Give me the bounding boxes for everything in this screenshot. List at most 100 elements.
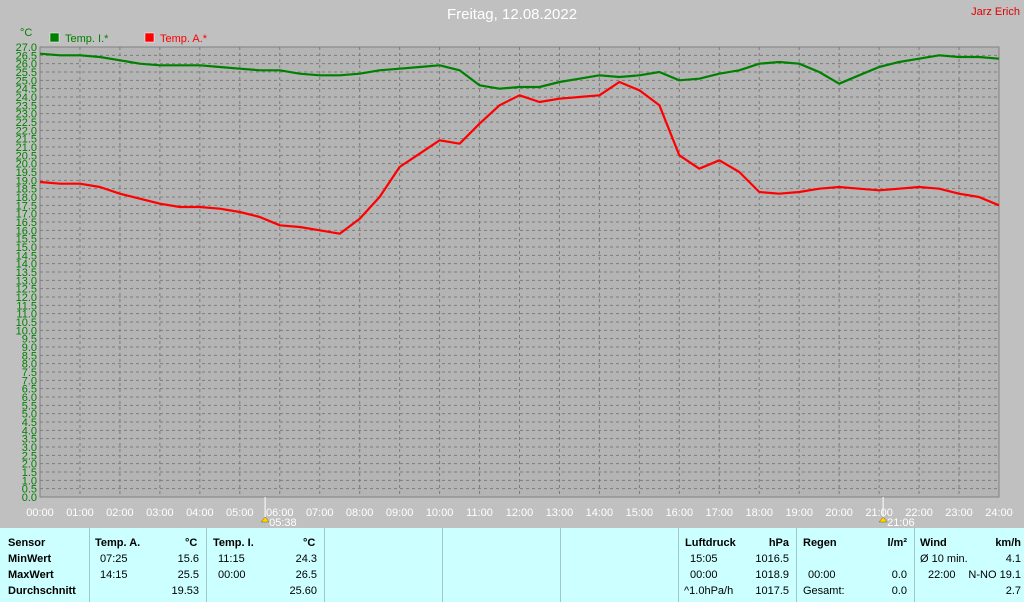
y-tick-label: 6.5 [22, 384, 37, 396]
statistics-panel: Sensor MinWert MaxWert Durchschnitt Temp… [0, 528, 1024, 602]
temp-a-header: Temp. A. [95, 537, 141, 549]
sunset-marker-label: 21:06 [887, 517, 915, 528]
legend-swatch [144, 32, 155, 43]
y-tick-label: 22.5 [16, 117, 37, 129]
x-tick-label: 17:00 [706, 507, 734, 519]
wind-max-value: N-NO 19.1 [968, 569, 1021, 581]
legend-entry: Temp. I.* [65, 33, 109, 45]
x-tick-label: 06:00 [266, 507, 294, 519]
y-tick-label: 17.5 [16, 200, 37, 212]
y-tick-label: 4.5 [22, 417, 37, 429]
temp-i-unit: °C [303, 537, 316, 549]
divider [89, 528, 90, 602]
rain-unit: l/m² [887, 537, 907, 549]
temp-a-avg-value: 19.53 [171, 585, 199, 597]
y-tick-label: 15.5 [16, 234, 37, 246]
x-tick-label: 24:00 [985, 507, 1013, 519]
x-tick-label: 01:00 [66, 507, 94, 519]
y-tick-label: 25.0 [16, 75, 37, 87]
wind-avg-value: 4.1 [1005, 553, 1021, 565]
x-tick-label: 15:00 [626, 507, 654, 519]
rain-total-value: 0.0 [891, 585, 907, 597]
x-tick-label: 23:00 [945, 507, 973, 519]
y-tick-label: 23.5 [16, 100, 37, 112]
wind-unit: km/h [995, 537, 1021, 549]
y-tick-label: 2.5 [22, 450, 37, 462]
temp-i-min-time: 11:15 [218, 553, 245, 565]
temp-i-max-time: 00:00 [218, 569, 246, 581]
y-tick-label: 14.5 [16, 250, 37, 262]
y-tick-label: 14.0 [16, 259, 37, 271]
series-line-temp-i [39, 52, 1000, 90]
x-tick-label: 14:00 [586, 507, 614, 519]
y-tick-label: 21.0 [16, 142, 37, 154]
temp-a-min-time: 07:25 [100, 553, 128, 565]
y-axis-label: °C [20, 27, 32, 39]
chart-title: Freitag, 12.08.2022 [446, 6, 578, 23]
y-tick-label: 18.5 [16, 184, 37, 196]
author-label: Jarz Erich [971, 6, 1020, 18]
x-tick-label: 03:00 [146, 507, 174, 519]
x-tick-label: 02:00 [106, 507, 134, 519]
pressure-unit: hPa [768, 537, 789, 549]
rain-header: Regen [803, 537, 837, 549]
wind-header: Wind [920, 537, 947, 549]
x-tick-label: 04:00 [186, 507, 214, 519]
y-tick-label: 13.0 [16, 275, 37, 287]
y-tick-label: 1.5 [22, 467, 37, 479]
y-tick-label: 26.5 [16, 50, 37, 62]
divider [678, 528, 679, 602]
y-tick-label: 4.0 [22, 425, 37, 437]
legend-swatch [49, 32, 60, 43]
y-tick-label: 11.0 [16, 309, 37, 321]
y-tick-label: 10.5 [16, 317, 37, 329]
x-tick-label: 09:00 [386, 507, 414, 519]
y-tick-label: 3.0 [22, 442, 37, 454]
temp-i-min-value: 24.3 [295, 553, 317, 565]
y-tick-label: 0.0 [22, 492, 37, 504]
divider [442, 528, 443, 602]
x-tick-label: 11:00 [466, 507, 493, 519]
temp-i-avg-value: 25.60 [289, 585, 317, 597]
y-tick-label: 16.5 [16, 217, 37, 229]
sunrise-marker-icon [260, 516, 270, 523]
y-tick-label: 24.0 [16, 92, 37, 104]
wind-avg-label: Ø 10 min. [920, 553, 968, 565]
y-tick-label: 17.0 [16, 209, 37, 221]
x-tick-label: 16:00 [666, 507, 694, 519]
y-tick-label: 11.5 [16, 300, 37, 312]
rain-value: 0.0 [891, 569, 907, 581]
y-tick-label: 21.5 [16, 134, 37, 146]
y-tick-label: 7.5 [22, 367, 37, 379]
y-tick-label: 3.5 [22, 434, 37, 446]
y-tick-label: 23.0 [16, 109, 37, 121]
x-tick-label: 08:00 [346, 507, 374, 519]
x-tick-label: 21:00 [865, 507, 893, 519]
temperature-chart: 0.00.51.01.52.02.53.03.54.04.55.05.56.06… [16, 27, 1013, 528]
x-tick-label: 12:00 [506, 507, 534, 519]
pressure-trend-value: 1017.5 [755, 585, 789, 597]
pressure-max-value: 1018.9 [755, 569, 789, 581]
rain-time: 00:00 [808, 569, 836, 581]
x-tick-label: 20:00 [825, 507, 853, 519]
x-tick-label: 19:00 [785, 507, 813, 519]
min-label: MinWert [8, 553, 52, 565]
sunset-marker-icon [878, 516, 888, 523]
pressure-header: Luftdruck [685, 537, 736, 549]
wind-day-avg-value: 2.7 [1005, 585, 1021, 597]
max-label: MaxWert [8, 569, 54, 581]
y-tick-label: 5.0 [22, 409, 37, 421]
y-tick-label: 9.0 [22, 342, 37, 354]
divider [324, 528, 325, 602]
temp-i-header: Temp. I. [213, 537, 254, 549]
y-tick-label: 5.5 [22, 400, 37, 412]
y-tick-label: 15.0 [16, 242, 37, 254]
y-tick-label: 10.0 [16, 325, 37, 337]
y-tick-label: 19.0 [16, 175, 37, 187]
divider [206, 528, 207, 602]
divider [914, 528, 915, 602]
legend-entry: Temp. A.* [160, 33, 208, 45]
y-tick-label: 2.0 [22, 459, 37, 471]
sunrise-marker-label: 05:38 [269, 517, 297, 528]
x-tick-label: 13:00 [546, 507, 574, 519]
